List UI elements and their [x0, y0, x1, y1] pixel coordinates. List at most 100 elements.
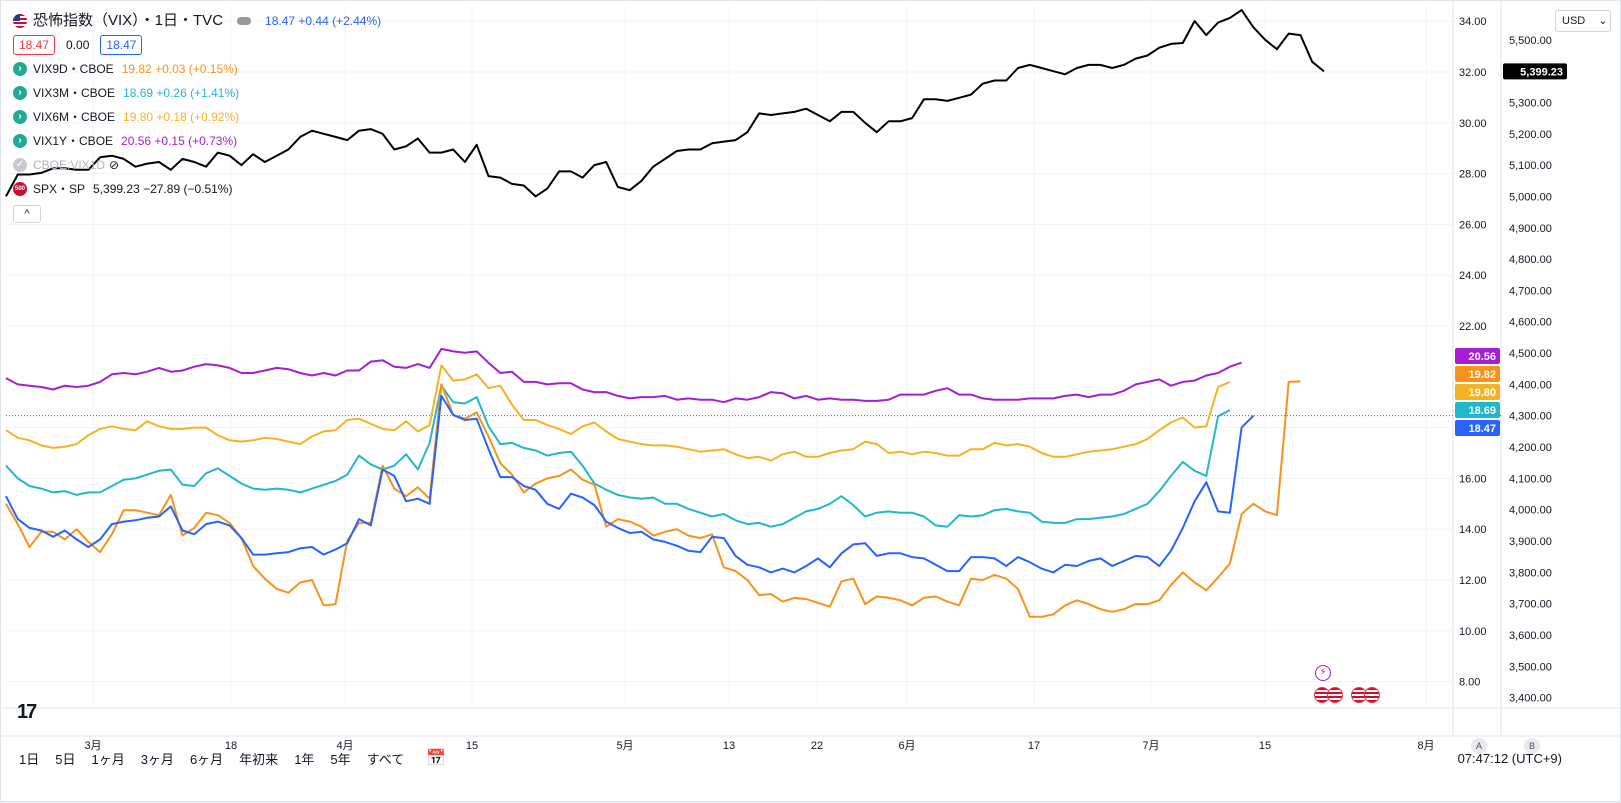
tradingview-logo-icon[interactable]: 17	[17, 701, 37, 723]
price-tag-text: 19.80	[1468, 387, 1496, 399]
y-right-tick-label: 5,100.00	[1509, 160, 1552, 172]
spread-value: 0.00	[66, 38, 90, 52]
price-tag-text: 20.56	[1468, 351, 1496, 363]
chevron-down-icon: ⌄	[1598, 15, 1608, 27]
price-tag: 20.56	[1455, 348, 1500, 364]
ask-price[interactable]: 18.47	[100, 35, 143, 55]
us-event-icon[interactable]	[1364, 687, 1380, 703]
price-tag: 19.82	[1455, 366, 1500, 382]
y-left-tick-label: 26.00	[1459, 219, 1487, 231]
x-tick-label: 3月	[84, 740, 101, 752]
grid-lines	[1, 1, 1621, 737]
hidden-symbol[interactable]: CBOE:VIX1D	[33, 158, 106, 172]
timeframe-button[interactable]: 3ヶ月	[140, 751, 174, 767]
visibility-toggle-icon[interactable]	[237, 17, 252, 25]
price-tag: 19.80	[1455, 384, 1500, 400]
price-tag: 5,399.23	[1503, 63, 1567, 80]
series-line-spx[interactable]	[5, 9, 1325, 198]
series-layer	[5, 9, 1325, 618]
price-tag-text: 19.82	[1468, 369, 1496, 381]
legend-series-row[interactable]: › VIX1Y・CBOE 20.56 +0.15 (+0.73%)	[13, 129, 381, 153]
us-flag-icon	[13, 14, 27, 28]
y-right-tick-label: 4,600.00	[1509, 317, 1552, 329]
legend-row-spx[interactable]: 500 SPX・SP 5,399.23 −27.89 (−0.51%)	[13, 177, 381, 201]
legend-series-row[interactable]: › VIX9D・CBOE 19.82 +0.03 (+0.15%)	[13, 57, 381, 81]
series-value: 19.82 +0.03 (+0.15%)	[121, 62, 238, 76]
y-left-tick-label: 30.00	[1459, 118, 1487, 130]
legend: 恐怖指数（VIX）・1日・TVC 18.47 +0.44 (+2.44%) 18…	[13, 9, 381, 223]
series-symbol[interactable]: VIX6M・CBOE	[33, 110, 116, 124]
series-line-vix1y[interactable]	[5, 347, 1242, 404]
y-right-tick-label: 3,600.00	[1509, 630, 1552, 642]
auto-scale-b-button[interactable]: B	[1524, 738, 1540, 754]
price-axis-spx: 5,500.005,400.005,300.005,200.005,100.00…	[1509, 35, 1552, 705]
price-tag-text: 18.69	[1468, 405, 1496, 417]
y-left-tick-label: 10.00	[1459, 626, 1487, 638]
y-left-tick-label: 16.00	[1459, 473, 1487, 485]
clock-display[interactable]: 07:47:12 (UTC+9)	[1457, 750, 1562, 766]
series-visible-icon[interactable]: ›	[13, 86, 27, 100]
collapse-legend-button[interactable]: ^	[13, 205, 41, 223]
y-right-tick-label: 4,500.00	[1509, 348, 1552, 360]
series-symbol[interactable]: VIX3M・CBOE	[33, 86, 116, 100]
bottom-toolbar: 1日 5日 1ヶ月 3ヶ月 6ヶ月 年初来 1年 5年 すべて 📅 07:47:12 (UTC+…	[1, 738, 1621, 778]
y-right-tick-label: 3,900.00	[1509, 536, 1552, 548]
timeframe-button[interactable]: すべて	[366, 751, 405, 767]
timeframe-button[interactable]: 5日	[55, 751, 76, 767]
legend-main-row[interactable]: 恐怖指数（VIX）・1日・TVC 18.47 +0.44 (+2.44%)	[13, 9, 381, 33]
series-line-vix9d[interactable]	[5, 380, 1301, 618]
series-value: 20.56 +0.15 (+0.73%)	[121, 134, 238, 148]
y-right-tick-label: 4,900.00	[1509, 223, 1552, 235]
series-symbol[interactable]: VIX1Y・CBOE	[33, 134, 114, 148]
y-right-tick-label: 4,700.00	[1509, 285, 1552, 297]
y-right-tick-label: 5,200.00	[1509, 129, 1552, 141]
series-visible-icon[interactable]: ›	[13, 134, 27, 148]
y-left-tick-label: 22.00	[1459, 321, 1487, 333]
x-tick-label: 6月	[898, 740, 915, 752]
series-visible-icon[interactable]: ›	[13, 62, 27, 76]
timeframe-button[interactable]: 5年	[330, 751, 351, 767]
price-tag: 18.47	[1455, 420, 1500, 436]
y-right-tick-label: 3,800.00	[1509, 567, 1552, 579]
x-tick-label: 5月	[616, 740, 633, 752]
x-tick-label: 8月	[1417, 740, 1434, 752]
lightning-event-icon[interactable]: ⚡	[1315, 665, 1331, 681]
series-line-vix6m[interactable]	[5, 364, 1231, 462]
y-right-tick-label: 4,300.00	[1509, 411, 1552, 423]
calendar-range-icon[interactable]: 📅	[426, 750, 447, 767]
timeframe-button[interactable]: 年初来	[239, 751, 279, 767]
us-event-icon[interactable]	[1327, 687, 1343, 703]
y-right-tick-label: 5,300.00	[1509, 97, 1552, 109]
legend-series-row[interactable]: › VIX6M・CBOE 19.80 +0.18 (+0.92%)	[13, 105, 381, 129]
series-value: 18.69 +0.26 (+1.41%)	[123, 86, 240, 100]
currency-select[interactable]: USD ⌄	[1555, 10, 1611, 32]
x-tick-label: 4月	[336, 740, 353, 752]
currency-label: USD	[1562, 15, 1586, 27]
time-axis: 3月 18 4月 15 5月 13 22 6月 17 7月 15 8月	[84, 740, 1434, 752]
timeframe-button[interactable]: 1日	[19, 751, 40, 767]
series-line-vix3m[interactable]	[5, 384, 1231, 528]
auto-scale-a-button[interactable]: A	[1471, 738, 1487, 754]
spx-symbol[interactable]: SPX・SP	[33, 182, 86, 196]
legend-series-row[interactable]: › VIX3M・CBOE 18.69 +0.26 (+1.41%)	[13, 81, 381, 105]
eye-crossed-icon[interactable]: ⊘	[109, 158, 120, 172]
series-visible-icon[interactable]: ›	[13, 110, 27, 124]
bid-price[interactable]: 18.47	[13, 35, 56, 55]
x-tick-label: 15	[1259, 740, 1271, 752]
y-right-tick-label: 4,000.00	[1509, 505, 1552, 517]
y-left-tick-label: 34.00	[1459, 16, 1487, 28]
price-axis-vix: 34.0032.0030.0028.0026.0024.0022.0018.00…	[1459, 16, 1487, 688]
timeframe-button[interactable]: 1年	[294, 751, 315, 767]
main-symbol-title[interactable]: 恐怖指数（VIX）・1日・TVC	[33, 12, 224, 29]
legend-row-vix1d[interactable]: ✓ CBOE:VIX1D ⊘	[13, 153, 381, 177]
series-symbol[interactable]: VIX9D・CBOE	[33, 62, 114, 76]
series-line-vix[interactable]	[5, 394, 1255, 574]
timeframe-button[interactable]: 6ヶ月	[189, 751, 224, 767]
y-right-tick-label: 3,500.00	[1509, 661, 1552, 673]
spx-value: 5,399.23 −27.89 (−0.51%)	[93, 182, 233, 196]
timeframe-button[interactable]: 1ヶ月	[91, 751, 125, 767]
main-price-change: 18.47 +0.44 (+2.44%)	[265, 14, 382, 28]
y-left-tick-label: 24.00	[1459, 270, 1487, 282]
x-tick-label: 22	[811, 740, 823, 752]
